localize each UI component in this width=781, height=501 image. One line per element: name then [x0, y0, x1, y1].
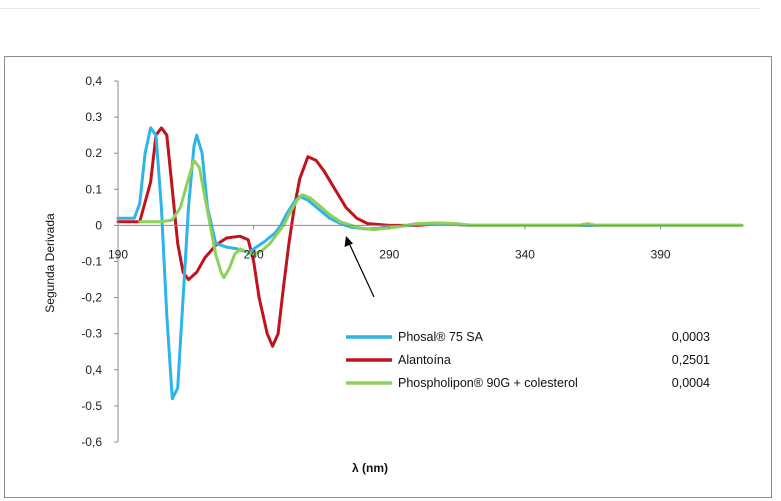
top-rule	[0, 8, 760, 9]
series-line-1	[116, 126, 744, 348]
legend-label: Alantoína	[398, 353, 451, 367]
annotation-arrow	[344, 236, 375, 298]
legend-value: 0,0004	[672, 376, 710, 390]
y-tick-label: 0.1	[85, 182, 102, 196]
x-tick-label: 390	[651, 247, 671, 261]
y-tick-label: -0,6	[81, 435, 102, 449]
series-line-2	[138, 158, 744, 280]
legend-value: 0,0003	[672, 330, 710, 344]
y-tick-label: -0.5	[81, 399, 102, 413]
y-tick-label: 0.2	[85, 146, 102, 160]
legend-value: 0,2501	[672, 353, 710, 367]
chart-frame	[4, 56, 772, 498]
legend: Phosal® 75 SA 0,0003 Alantoína 0,2501 Phosph…	[346, 330, 710, 390]
x-tick-label: 240	[244, 247, 264, 261]
y-tick-label: 0	[95, 218, 102, 232]
y-tick-label: -0.1	[81, 255, 102, 269]
y-tick-label: 0,4	[85, 74, 102, 88]
x-tick-label: 340	[515, 247, 535, 261]
x-axis-title: λ (nm)	[352, 461, 388, 475]
y-axis-title: Segunda Derivada	[43, 213, 57, 313]
legend-label: Phosal® 75 SA	[398, 330, 484, 344]
y-tick-label: 0,4	[85, 363, 102, 377]
legend-label: Phospholipon® 90G + colesterol	[398, 376, 578, 390]
y-tick-label: 0.3	[85, 110, 102, 124]
x-tick-label: 290	[379, 247, 399, 261]
y-tick-label: -0,2	[81, 291, 102, 305]
y-tick-label: -0.3	[81, 327, 102, 341]
x-tick-label: 190	[108, 247, 128, 261]
